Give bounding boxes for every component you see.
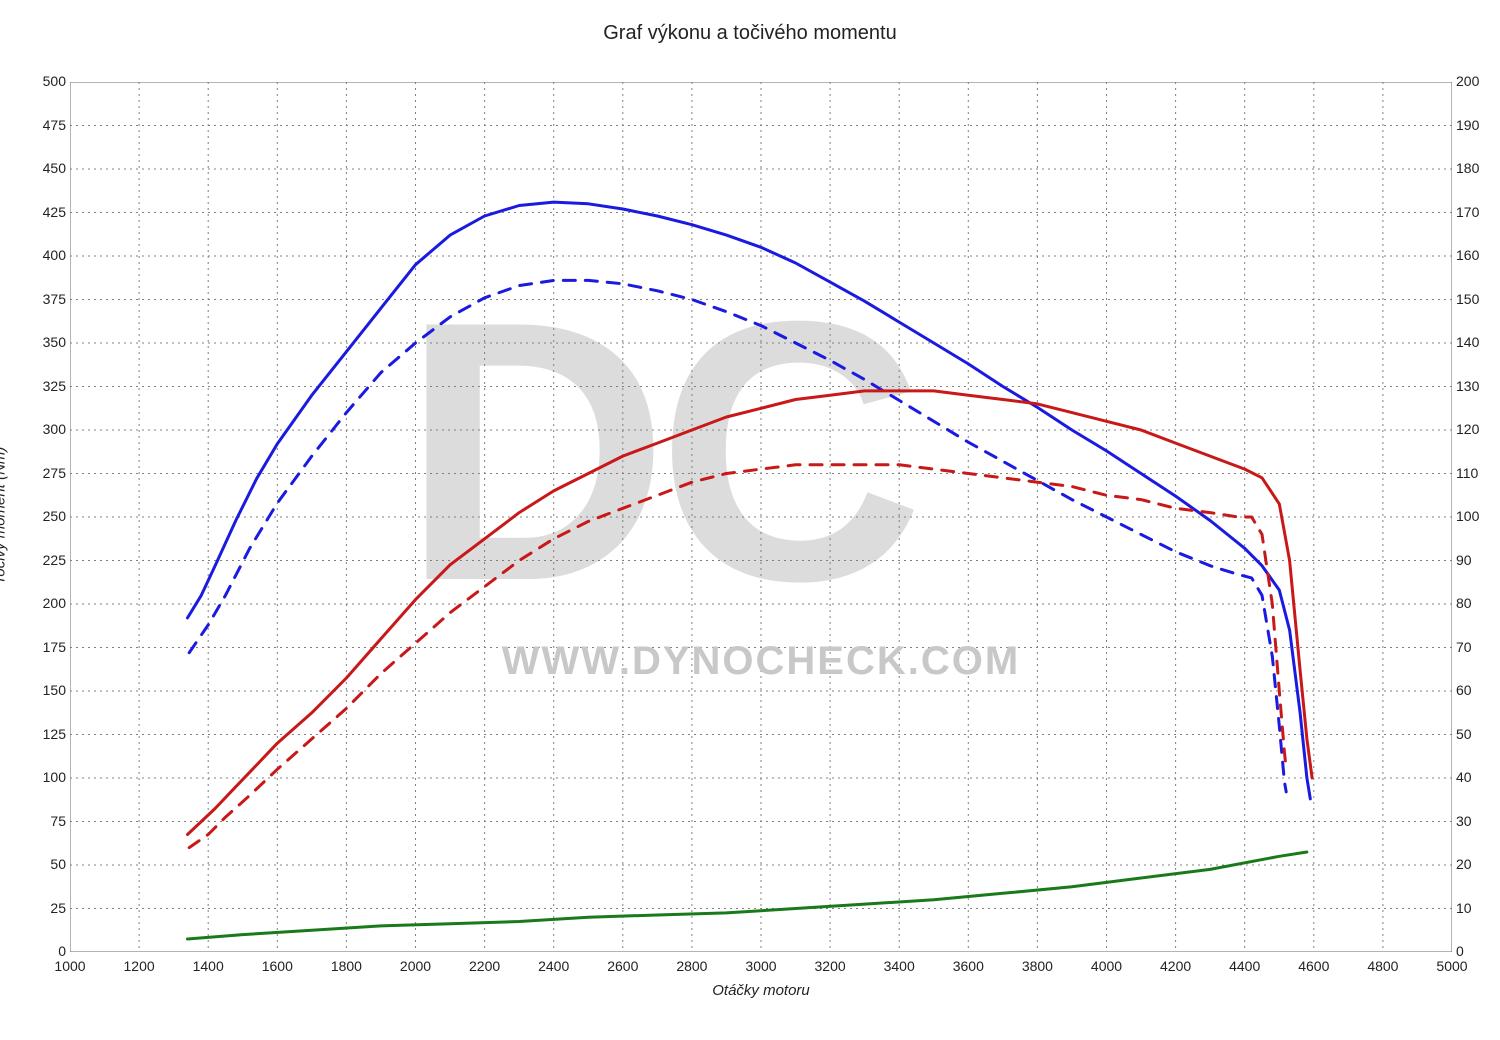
tick-label: 25 [20, 900, 66, 916]
tick-label: 120 [1456, 421, 1479, 437]
chart-title: Graf výkonu a točivého momentu [0, 22, 1500, 45]
tick-label: 60 [1456, 682, 1472, 698]
tick-label: 175 [20, 639, 66, 655]
tick-label: 200 [20, 595, 66, 611]
tick-label: 4800 [1353, 958, 1413, 974]
tick-label: 50 [20, 856, 66, 872]
tick-label: 500 [20, 73, 66, 89]
tick-label: 450 [20, 160, 66, 176]
tick-label: 2000 [386, 958, 446, 974]
tick-label: 5000 [1422, 958, 1482, 974]
tick-label: 150 [1456, 291, 1479, 307]
tick-label: 225 [20, 552, 66, 568]
tick-label: 2200 [455, 958, 515, 974]
series-line [189, 280, 1286, 792]
tick-label: 0 [20, 943, 66, 959]
tick-label: 180 [1456, 160, 1479, 176]
tick-label: 30 [1456, 813, 1472, 829]
tick-label: 300 [20, 421, 66, 437]
tick-label: 80 [1456, 595, 1472, 611]
tick-label: 3600 [938, 958, 998, 974]
tick-label: 90 [1456, 552, 1472, 568]
tick-label: 20 [1456, 856, 1472, 872]
tick-label: 130 [1456, 378, 1479, 394]
tick-label: 150 [20, 682, 66, 698]
tick-label: 200 [1456, 73, 1479, 89]
tick-label: 1600 [247, 958, 307, 974]
series-group [188, 202, 1313, 939]
tick-label: 2800 [662, 958, 722, 974]
tick-label: 125 [20, 726, 66, 742]
tick-label: 140 [1456, 334, 1479, 350]
tick-label: 1000 [40, 958, 100, 974]
tick-label: 3800 [1007, 958, 1067, 974]
tick-label: 100 [1456, 508, 1479, 524]
tick-label: 275 [20, 465, 66, 481]
y-left-axis-label: Točivý moment (Nm) [0, 316, 9, 716]
tick-label: 110 [1456, 465, 1478, 481]
tick-label: 4600 [1284, 958, 1344, 974]
tick-label: 400 [20, 247, 66, 263]
tick-label: 190 [1456, 117, 1479, 133]
tick-label: 3200 [800, 958, 860, 974]
tick-label: 3000 [731, 958, 791, 974]
tick-label: 4200 [1146, 958, 1206, 974]
tick-label: 3400 [869, 958, 929, 974]
tick-label: 350 [20, 334, 66, 350]
tick-label: 10 [1456, 900, 1472, 916]
tick-label: 70 [1456, 639, 1472, 655]
chart-plot [70, 82, 1452, 952]
tick-label: 1800 [316, 958, 376, 974]
watermark-url: WWW.DYNOCHECK.COM [70, 639, 1452, 684]
tick-label: 160 [1456, 247, 1479, 263]
tick-label: 2600 [593, 958, 653, 974]
tick-label: 250 [20, 508, 66, 524]
tick-label: 75 [20, 813, 66, 829]
tick-label: 170 [1456, 204, 1479, 220]
x-axis-label: Otáčky motoru [70, 982, 1452, 999]
tick-label: 1400 [178, 958, 238, 974]
tick-label: 425 [20, 204, 66, 220]
tick-label: 375 [20, 291, 66, 307]
tick-label: 4000 [1077, 958, 1137, 974]
tick-label: 325 [20, 378, 66, 394]
tick-label: 100 [20, 769, 66, 785]
tick-label: 1200 [109, 958, 169, 974]
tick-label: 50 [1456, 726, 1472, 742]
tick-label: 475 [20, 117, 66, 133]
tick-label: 4400 [1215, 958, 1275, 974]
tick-label: 2400 [524, 958, 584, 974]
series-line [188, 391, 1313, 835]
tick-label: 40 [1456, 769, 1472, 785]
tick-label: 0 [1456, 943, 1464, 959]
